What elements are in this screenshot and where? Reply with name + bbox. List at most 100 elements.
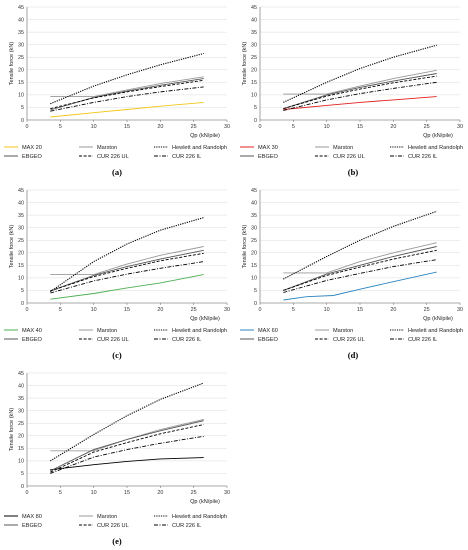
legend-label: MAX 20	[22, 145, 42, 151]
y-tick-label: 35	[251, 30, 257, 36]
x-tick-label: 25	[424, 307, 430, 313]
legend-label: Hewlett and Randolph	[172, 328, 227, 334]
y-tick-label: 5	[254, 105, 257, 111]
x-tick-label: 5	[59, 490, 62, 496]
y-tick-label: 30	[251, 42, 257, 48]
legend-label: CUR 226 IL	[172, 523, 201, 529]
series-line	[50, 246, 204, 276]
y-tick-label: 25	[18, 238, 24, 244]
x-tick-label: 0	[26, 490, 29, 496]
legend-label: EBGEO	[22, 523, 43, 529]
y-axis-label: Tensile force (kN)	[9, 408, 15, 452]
x-axis-label: Qp (kN/pile)	[423, 316, 453, 322]
x-tick-label: 30	[457, 307, 463, 313]
y-tick-label: 45	[18, 371, 24, 377]
y-tick-label: 0	[254, 301, 257, 307]
y-tick-label: 45	[18, 5, 24, 11]
legend-label: CUR 226 IL	[172, 337, 201, 343]
x-tick-label: 0	[259, 124, 262, 130]
y-tick-label: 20	[18, 434, 24, 440]
legend-label: EBGEO	[22, 154, 43, 160]
y-tick-label: 5	[21, 105, 24, 111]
legend-label: Marston	[333, 145, 353, 151]
y-tick-label: 5	[254, 288, 257, 294]
y-tick-label: 0	[254, 118, 257, 124]
y-tick-label: 40	[18, 200, 24, 206]
y-tick-label: 30	[18, 225, 24, 231]
legend-label: CUR 226 IL	[408, 154, 437, 160]
legend-label: Marston	[97, 328, 117, 334]
panel-caption: (a)	[112, 167, 122, 177]
legend-label: EBGEO	[22, 337, 43, 343]
series-line	[283, 210, 437, 280]
panel-caption: (e)	[112, 536, 122, 546]
y-tick-label: 20	[251, 68, 257, 74]
x-tick-label: 20	[157, 124, 163, 130]
x-tick-label: 30	[224, 307, 230, 313]
x-tick-label: 30	[457, 124, 463, 130]
series-line	[50, 261, 204, 294]
series-line	[283, 81, 437, 111]
y-tick-label: 10	[18, 93, 24, 99]
x-tick-label: 5	[292, 307, 295, 313]
x-tick-label: 0	[26, 307, 29, 313]
y-tick-label: 15	[18, 446, 24, 452]
y-axis-label: Tensile force (kN)	[9, 42, 15, 86]
y-tick-label: 5	[21, 471, 24, 477]
legend-label: Hewlett and Randolph	[408, 328, 463, 334]
legend-label: CUR 226 UL	[97, 523, 129, 529]
y-tick-label: 20	[18, 68, 24, 74]
legend-label: Hewlett and Randolph	[408, 145, 463, 151]
x-axis-label: Qp (kN/pile)	[190, 133, 220, 139]
series-line	[50, 86, 204, 112]
series-line	[50, 78, 204, 111]
series-line	[283, 259, 437, 293]
legend-label: Marston	[97, 514, 117, 520]
x-axis-label: Qp (kN/pile)	[190, 499, 220, 505]
y-tick-label: 0	[21, 301, 24, 307]
series-line	[283, 44, 437, 103]
y-tick-label: 25	[251, 55, 257, 61]
x-tick-label: 10	[324, 124, 330, 130]
x-tick-label: 15	[124, 490, 130, 496]
legend-label: CUR 226 UL	[333, 337, 365, 343]
series-line	[283, 271, 437, 301]
y-tick-label: 40	[18, 17, 24, 23]
x-tick-label: 10	[91, 124, 97, 130]
y-tick-label: 45	[251, 5, 257, 11]
legend-label: CUR 226 UL	[97, 154, 129, 160]
series-line	[50, 249, 204, 292]
legend-label: MAX 40	[22, 328, 42, 334]
series-line	[50, 274, 204, 300]
y-axis-label: Tensile force (kN)	[242, 225, 248, 269]
legend-label: CUR 226 UL	[97, 337, 129, 343]
x-tick-label: 5	[292, 124, 295, 130]
legend-label: EBGEO	[258, 154, 279, 160]
legend-label: Hewlett and Randolph	[172, 145, 227, 151]
y-tick-label: 35	[18, 396, 24, 402]
legend-label: Marston	[97, 145, 117, 151]
legend-label: CUR 226 UL	[333, 154, 365, 160]
y-tick-label: 15	[18, 263, 24, 269]
x-tick-label: 20	[157, 307, 163, 313]
series-line	[50, 424, 204, 473]
x-axis-label: Qp (kN/pile)	[190, 316, 220, 322]
legend-label: CUR 226 IL	[408, 337, 437, 343]
series-line	[50, 252, 204, 292]
x-tick-label: 25	[424, 124, 430, 130]
y-tick-label: 25	[18, 55, 24, 61]
y-tick-label: 0	[21, 484, 24, 490]
series-line	[283, 246, 437, 291]
y-tick-label: 30	[251, 225, 257, 231]
y-tick-label: 25	[251, 238, 257, 244]
x-tick-label: 15	[357, 307, 363, 313]
y-tick-label: 35	[18, 30, 24, 36]
series-line	[283, 69, 437, 95]
y-axis-label: Tensile force (kN)	[9, 225, 15, 269]
x-tick-label: 25	[191, 490, 197, 496]
y-tick-label: 5	[21, 288, 24, 294]
